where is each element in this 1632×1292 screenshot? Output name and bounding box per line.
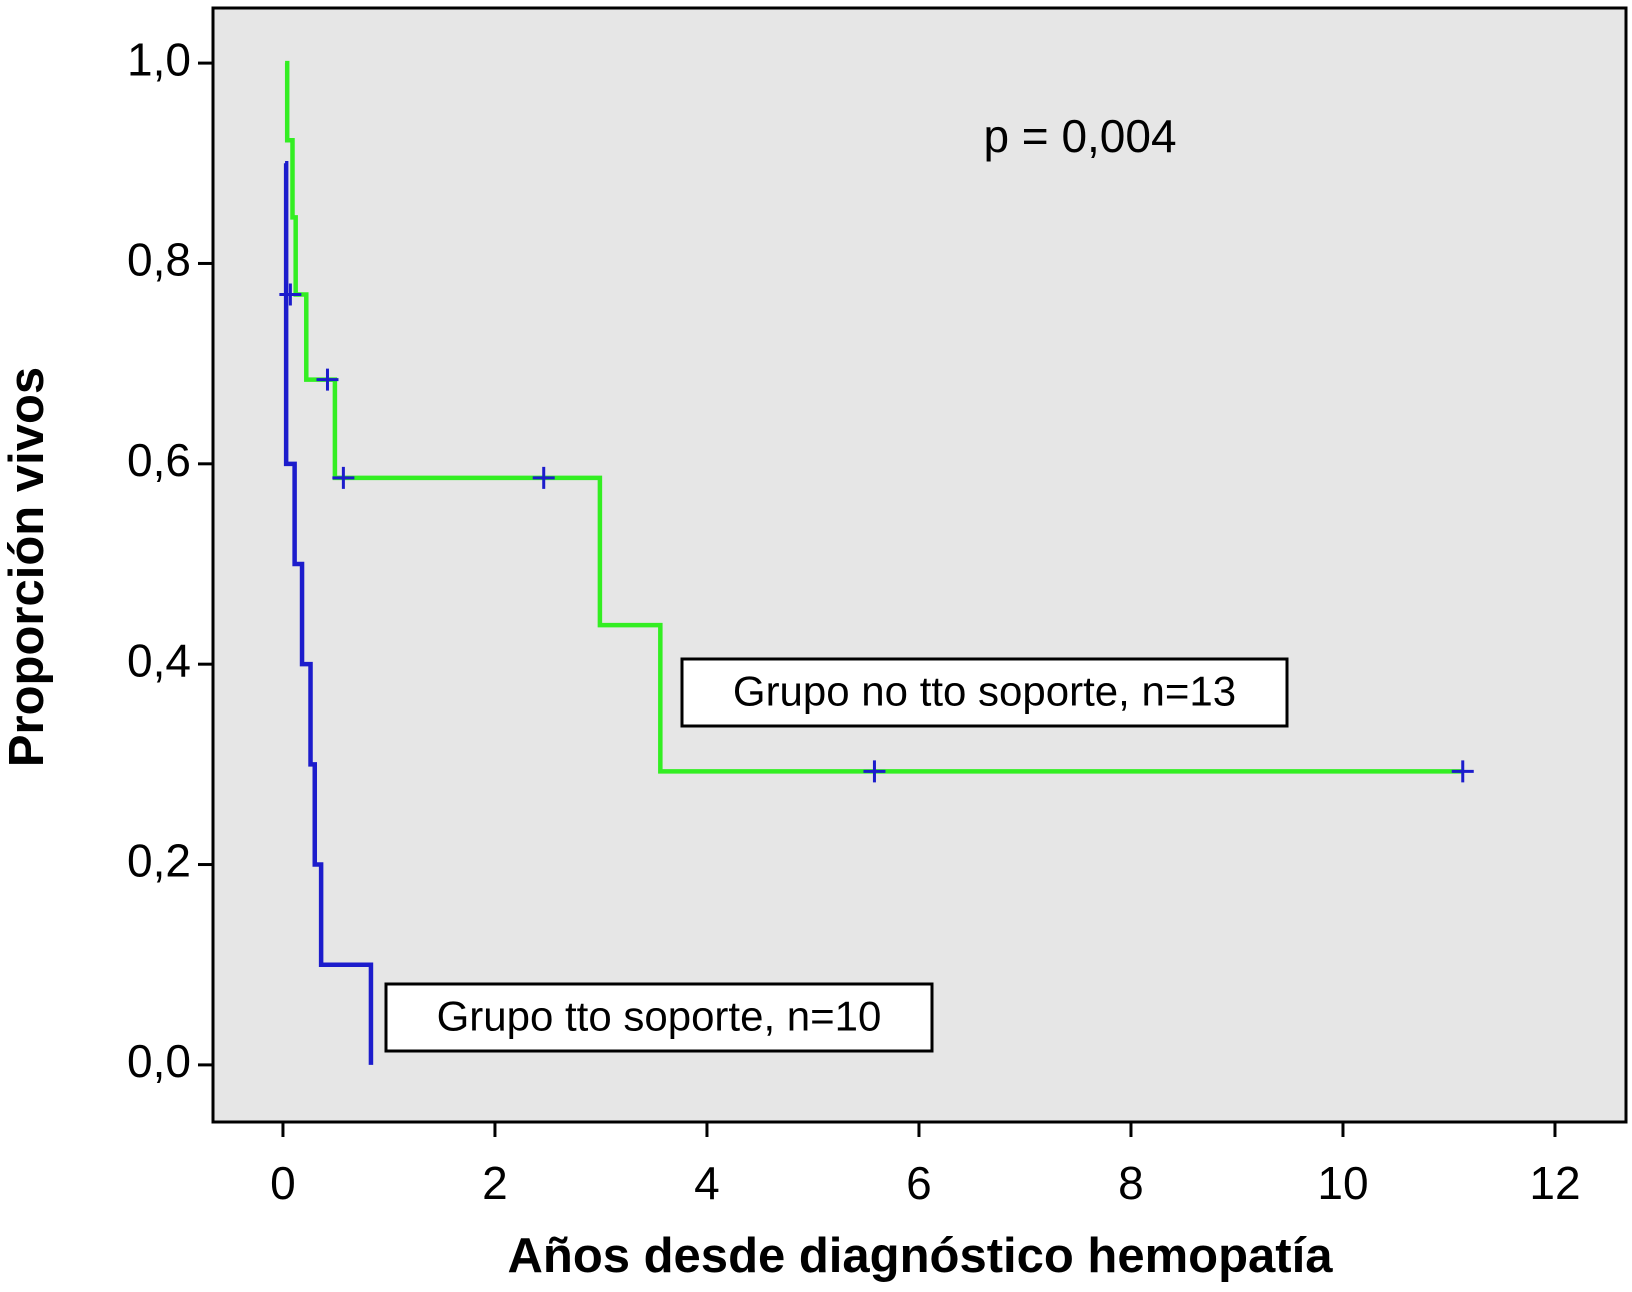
x-tick-label: 10 bbox=[1317, 1157, 1368, 1209]
x-axis-title: Años desde diagnóstico hemopatía bbox=[508, 1229, 1334, 1283]
series-label: Grupo no tto soporte, n=13 bbox=[733, 668, 1236, 715]
y-tick-label: 0,8 bbox=[127, 234, 191, 286]
y-axis-title: Proporción vivos bbox=[0, 367, 54, 767]
y-tick-label: 0,4 bbox=[127, 634, 191, 686]
survival-curve bbox=[284, 60, 1463, 774]
censor-mark bbox=[332, 466, 355, 489]
censor-mark bbox=[532, 466, 555, 489]
y-tick-label: 0,0 bbox=[127, 1035, 191, 1087]
y-tick-label: 0,6 bbox=[127, 434, 191, 486]
plot-area bbox=[211, 6, 1628, 1124]
x-tick-label: 12 bbox=[1529, 1157, 1580, 1209]
y-tick-label: 1,0 bbox=[127, 33, 191, 85]
x-tick-label: 0 bbox=[270, 1157, 296, 1209]
censor-mark bbox=[1451, 760, 1474, 783]
x-tick-label: 6 bbox=[906, 1157, 932, 1209]
censor-mark bbox=[279, 283, 302, 306]
censor-mark bbox=[863, 760, 886, 783]
series-label-box bbox=[384, 982, 934, 1053]
y-tick-label: 0,2 bbox=[127, 835, 191, 887]
x-tick-label: 8 bbox=[1118, 1157, 1144, 1209]
series-label-box bbox=[680, 657, 1289, 728]
survival-curve bbox=[283, 161, 374, 1065]
x-tick-label: 2 bbox=[482, 1157, 508, 1209]
series-label: Grupo tto soporte, n=10 bbox=[437, 993, 882, 1040]
x-tick-label: 4 bbox=[694, 1157, 720, 1209]
annotation: p = 0,004 bbox=[983, 110, 1176, 162]
censor-mark bbox=[316, 368, 339, 391]
